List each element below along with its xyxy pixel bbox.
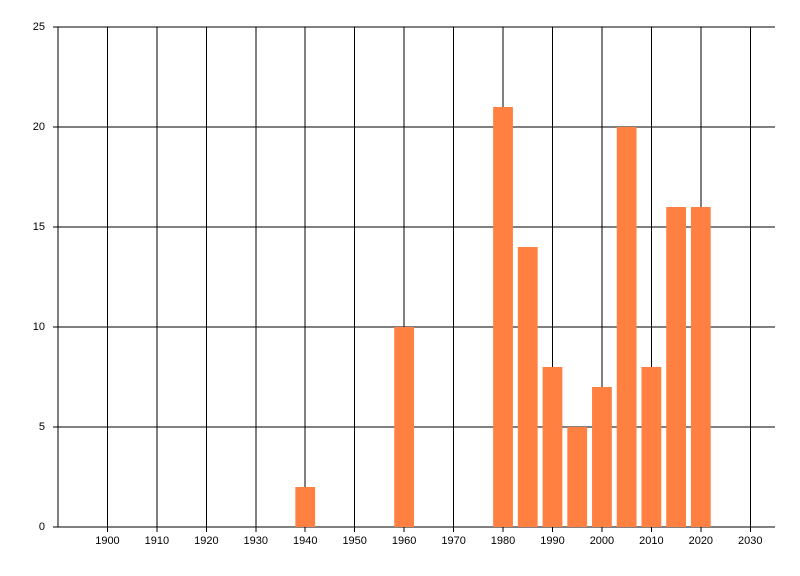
y-tick-label: 20 — [33, 121, 45, 133]
y-tick-label: 15 — [33, 221, 45, 233]
x-tick-label: 2000 — [590, 535, 614, 547]
x-tick-label: 1920 — [194, 535, 218, 547]
x-tick-label: 1960 — [392, 535, 416, 547]
bar — [542, 367, 563, 527]
x-tick-label: 1910 — [145, 535, 169, 547]
bar — [493, 107, 513, 527]
y-tick-label: 25 — [33, 21, 45, 33]
bar — [666, 207, 686, 527]
x-tick-label: 1970 — [441, 535, 465, 547]
x-tick-label: 1950 — [342, 535, 366, 547]
bar — [616, 127, 637, 527]
x-tick-label: 1940 — [293, 535, 317, 547]
y-tick-label: 10 — [33, 321, 45, 333]
x-tick-label: 1900 — [95, 535, 119, 547]
bar — [517, 247, 538, 527]
x-tick-label: 2020 — [689, 535, 713, 547]
bar — [567, 427, 588, 527]
x-tick-label: 1990 — [540, 535, 564, 547]
x-tick-label: 2010 — [639, 535, 663, 547]
bar — [641, 367, 662, 527]
y-tick-label: 0 — [39, 521, 45, 533]
x-tick-label: 2030 — [738, 535, 762, 547]
bar — [592, 387, 612, 527]
bar — [690, 207, 711, 527]
x-tick-label: 1930 — [244, 535, 268, 547]
bar — [295, 487, 316, 527]
y-tick-label: 5 — [39, 421, 45, 433]
x-tick-label: 1980 — [491, 535, 515, 547]
bar — [394, 327, 415, 527]
